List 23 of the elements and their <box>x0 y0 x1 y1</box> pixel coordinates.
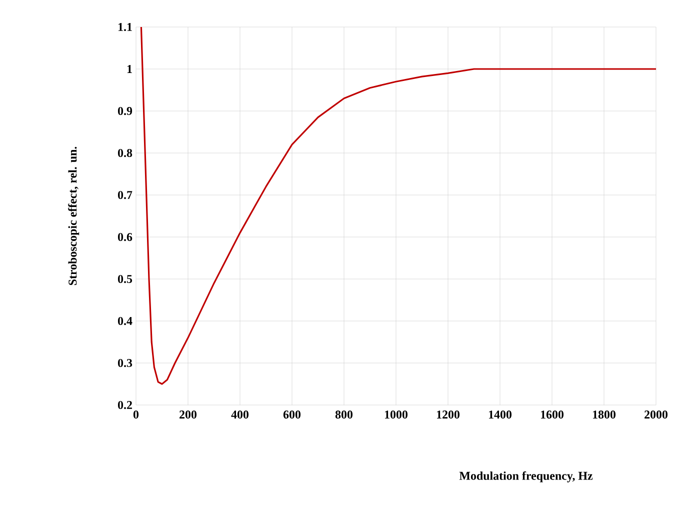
y-tick-label: 0.4 <box>118 316 132 326</box>
y-tick-label: 0.6 <box>118 232 132 242</box>
y-axis-title: Stroboscopic effect, rel. un. <box>68 146 80 286</box>
x-tick-label: 2000 <box>644 410 668 419</box>
x-tick-label: 1200 <box>437 410 460 419</box>
x-tick-label: 0 <box>133 410 139 419</box>
y-tick-label: 0.2 <box>118 400 132 410</box>
x-tick-label: 800 <box>335 410 353 419</box>
x-tick-label: 1800 <box>593 410 616 419</box>
y-tick-label: 0.3 <box>118 358 132 368</box>
x-tick-label: 1400 <box>489 410 512 419</box>
x-tick-label: 600 <box>283 410 301 419</box>
y-tick-label: 0.8 <box>118 148 132 158</box>
x-tick-label: 1000 <box>385 410 408 419</box>
y-tick-label: 0.5 <box>118 274 132 284</box>
y-tick-label: 0.9 <box>118 106 132 116</box>
x-tick-label: 400 <box>231 410 249 419</box>
x-tick-label: 1600 <box>541 410 564 419</box>
y-tick-label: 1 <box>127 65 132 73</box>
y-tick-label: 0.7 <box>118 190 132 200</box>
x-tick-label: 200 <box>180 410 197 419</box>
x-axis-title: Modulation frequency, Hz <box>459 471 593 482</box>
y-tick-label: 1.1 <box>118 22 132 32</box>
